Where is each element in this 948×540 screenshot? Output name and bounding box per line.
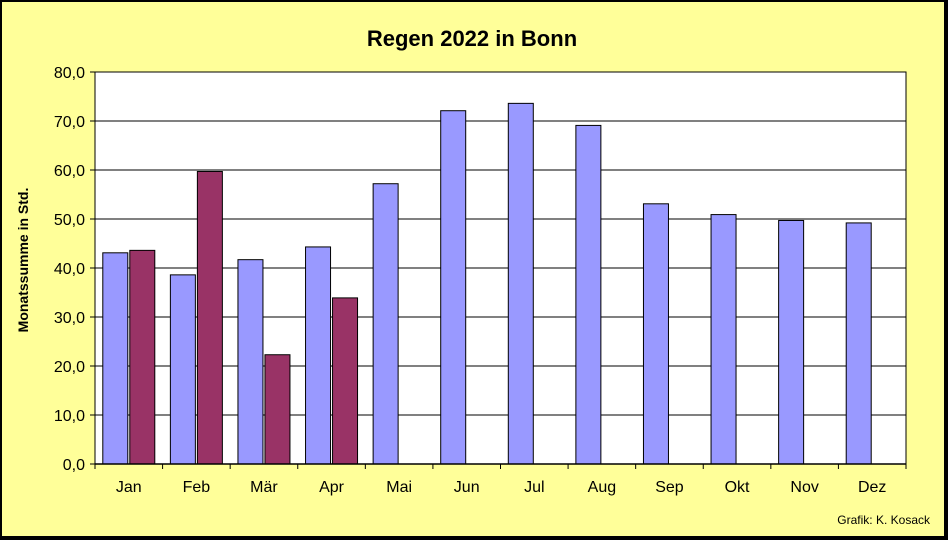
bar-apr-series-1	[305, 246, 332, 465]
x-tick-label: Jun	[454, 479, 480, 496]
y-tick-label: 60,0	[54, 163, 85, 180]
x-tick-label: Sep	[655, 479, 684, 496]
bar-sep-series-1	[642, 203, 669, 465]
y-tick-label: 10,0	[54, 408, 85, 425]
bar-okt-series-1	[710, 214, 737, 465]
bar-feb-series-1	[169, 274, 196, 465]
bar-dez-series-1	[845, 222, 872, 465]
x-tick-label: Apr	[319, 479, 345, 496]
bar-apr-series-2	[332, 297, 359, 465]
chart-title: Regen 2022 in Bonn	[367, 26, 577, 51]
axes	[90, 71, 907, 469]
bar-aug-series-1	[575, 124, 602, 465]
bar-nov-series-1	[778, 219, 805, 465]
bar-mai-series-1	[372, 183, 399, 465]
x-tick-label: Mär	[250, 479, 278, 496]
y-tick-label: 20,0	[54, 359, 85, 376]
x-tick-label: Jan	[116, 479, 142, 496]
x-tick-label: Aug	[588, 479, 616, 496]
bar-jun-series-1	[440, 110, 467, 465]
credit-text: Grafik: K. Kosack	[837, 513, 931, 527]
y-tick-label: 80,0	[54, 65, 85, 82]
bar-feb-series-2	[196, 170, 223, 465]
bar-mär-series-1	[237, 259, 264, 465]
x-tick-label: Mai	[386, 479, 412, 496]
y-tick-label: 0,0	[63, 457, 85, 474]
bars	[102, 102, 872, 465]
bar-jul-series-1	[507, 102, 534, 465]
x-tick-label: Okt	[725, 479, 750, 496]
x-tick-label: Jul	[524, 479, 544, 496]
x-tick-label: Dez	[858, 479, 886, 496]
y-tick-label: 70,0	[54, 114, 85, 131]
bar-jan-series-1	[102, 252, 129, 465]
bar-mär-series-2	[264, 354, 291, 465]
y-tick-labels: 0,0 10,0 20,0 30,0 40,0 50,0 60,0 70,0 80,0	[54, 65, 85, 474]
y-tick-label: 40,0	[54, 261, 85, 278]
y-axis-label: Monatssumme in Std.	[15, 188, 31, 333]
x-tick-label: Feb	[183, 479, 211, 496]
y-tick-label: 30,0	[54, 310, 85, 327]
bar-jan-series-2	[129, 249, 156, 465]
x-tick-label: Nov	[790, 479, 818, 496]
x-tick-labels: Jan Feb Mär Apr Mai Jun Jul Aug Sep Okt Nov Dez	[116, 479, 887, 496]
y-tick-label: 50,0	[54, 212, 85, 229]
